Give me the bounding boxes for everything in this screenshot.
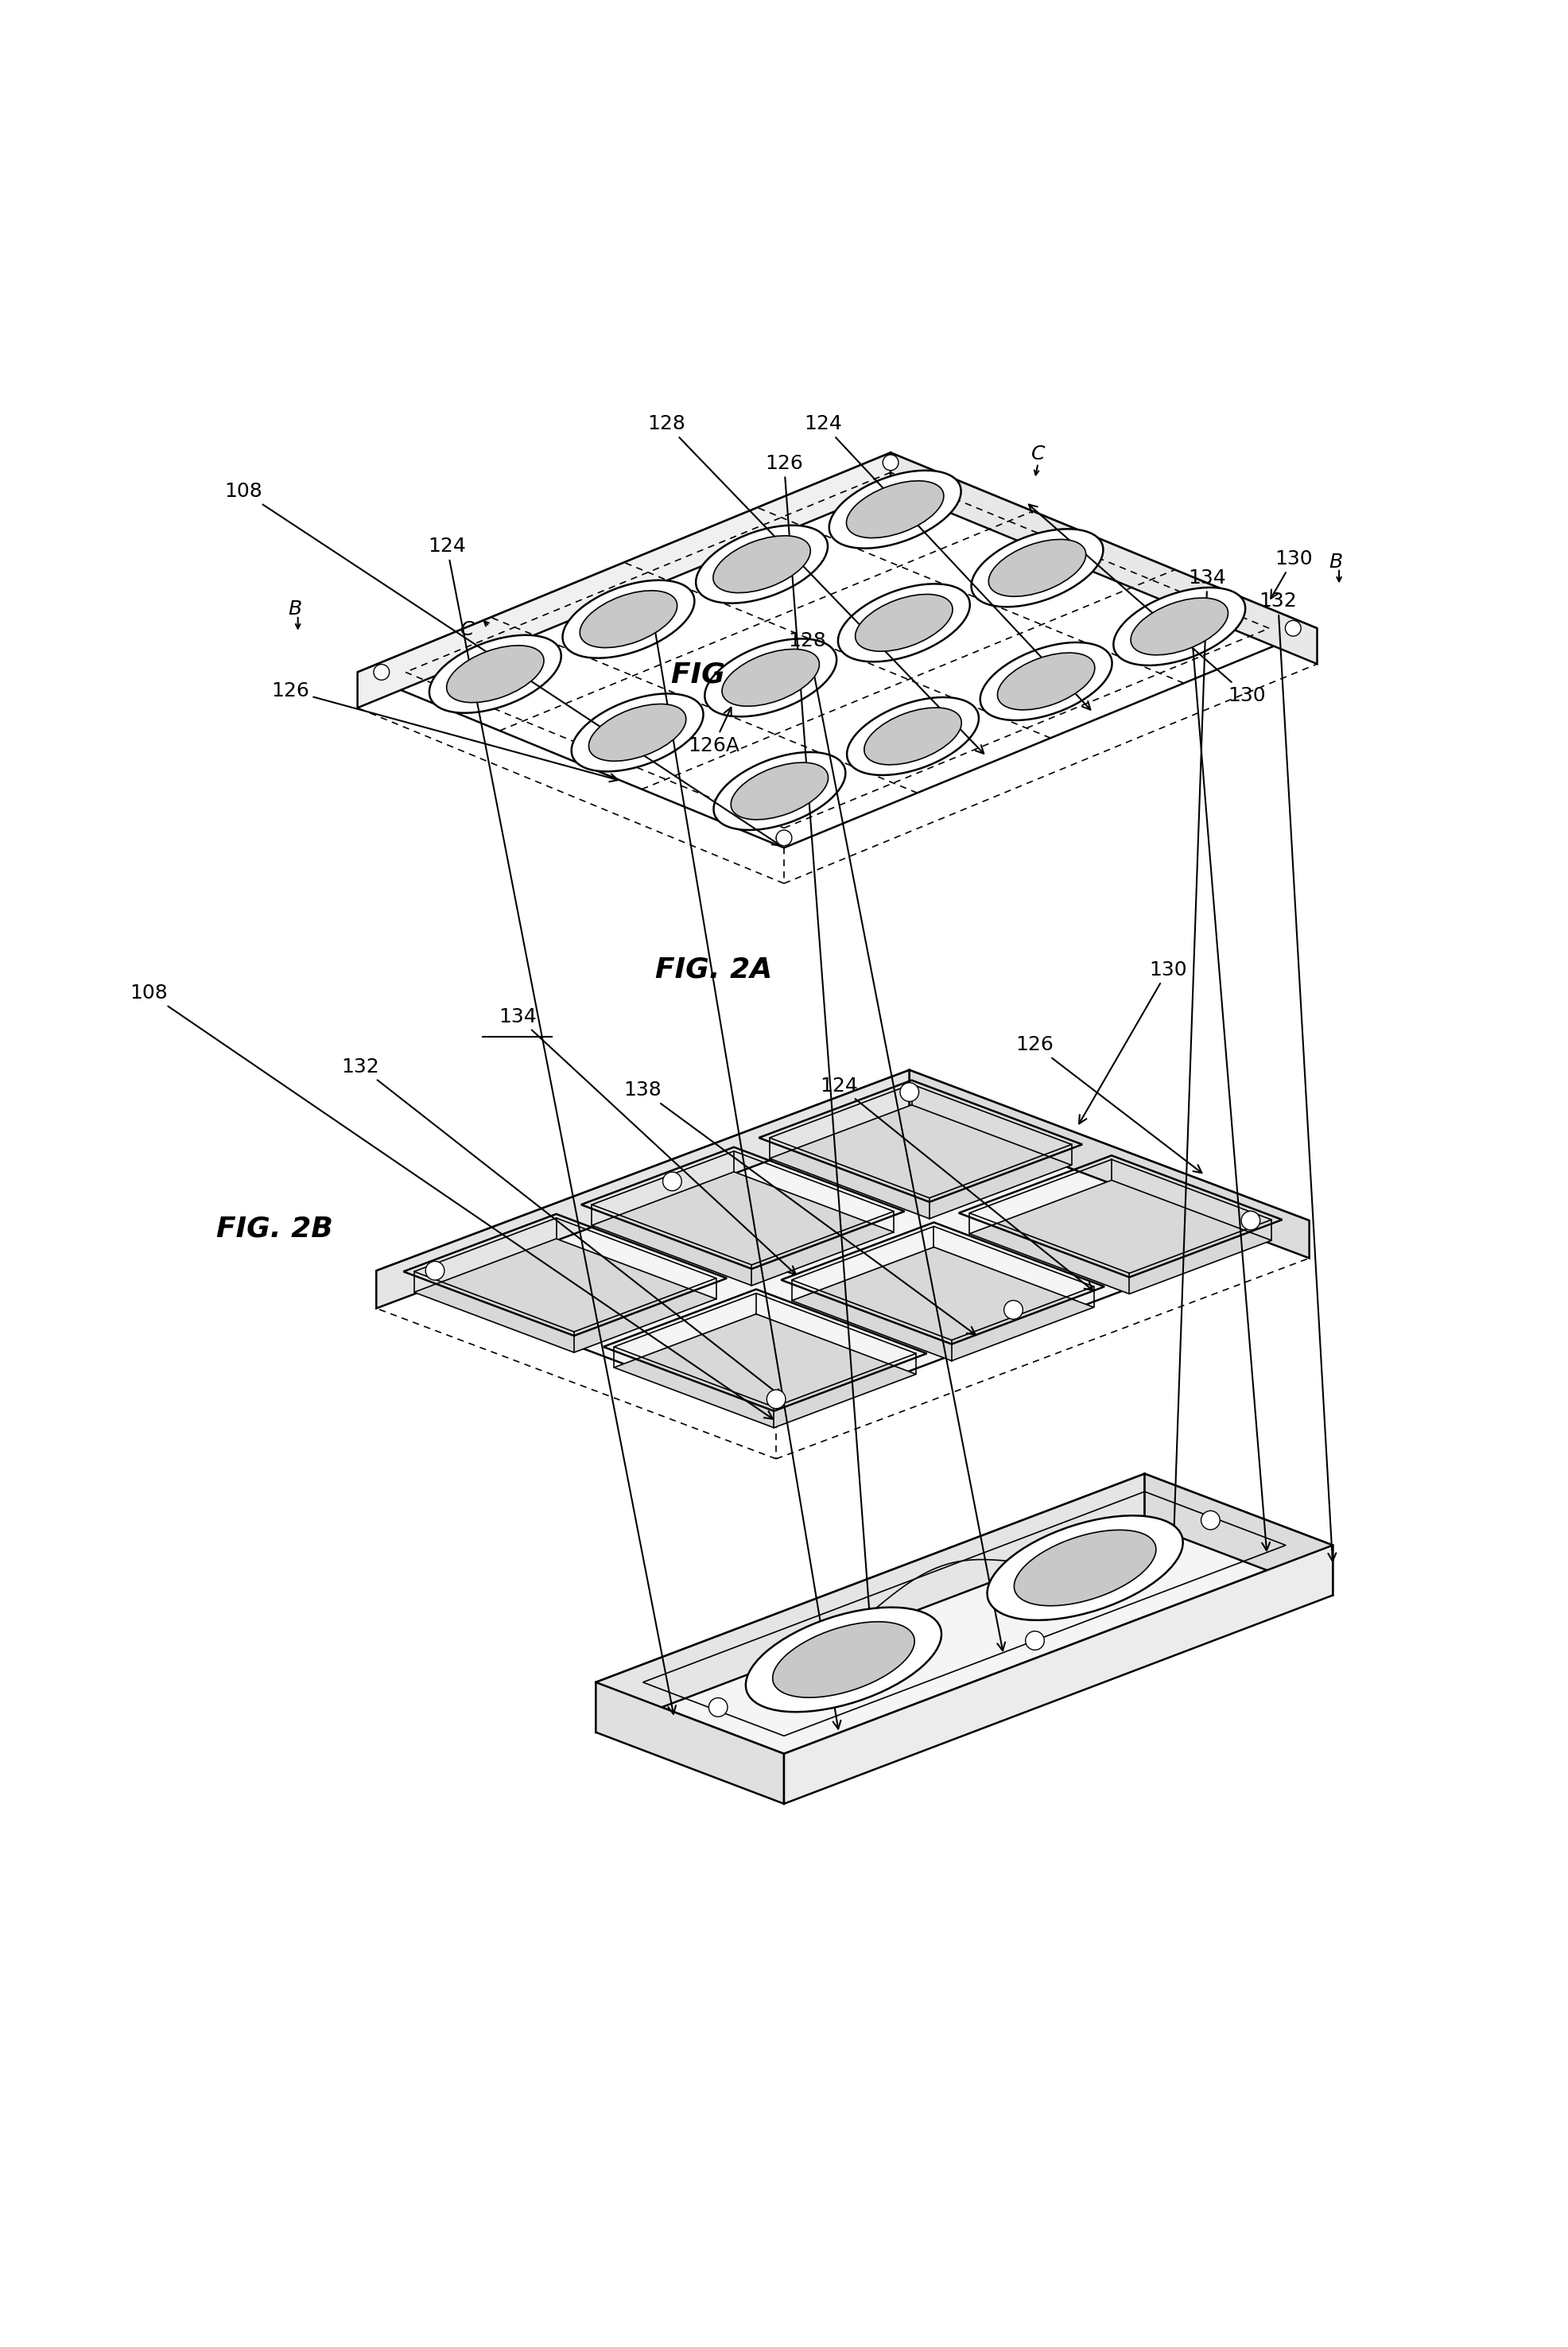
Ellipse shape	[713, 535, 811, 594]
Circle shape	[1201, 1511, 1220, 1530]
Circle shape	[373, 664, 389, 681]
Ellipse shape	[571, 695, 704, 772]
Text: B: B	[289, 598, 301, 620]
Text: 126: 126	[765, 453, 873, 1619]
Text: 126A: 126A	[688, 706, 739, 756]
Polygon shape	[596, 1683, 784, 1805]
Circle shape	[1004, 1300, 1022, 1319]
Ellipse shape	[773, 1622, 914, 1697]
Circle shape	[1242, 1211, 1261, 1230]
Text: 138: 138	[624, 1082, 975, 1335]
Ellipse shape	[847, 481, 944, 537]
Circle shape	[776, 831, 792, 845]
Ellipse shape	[580, 591, 677, 648]
Ellipse shape	[588, 704, 687, 760]
Polygon shape	[891, 453, 1317, 664]
Ellipse shape	[713, 751, 845, 831]
Ellipse shape	[847, 697, 978, 775]
Text: C: C	[461, 620, 474, 638]
Text: FIG. 2B: FIG. 2B	[216, 1216, 332, 1242]
Polygon shape	[376, 1070, 1309, 1422]
Ellipse shape	[997, 652, 1094, 709]
Polygon shape	[591, 1171, 894, 1286]
Ellipse shape	[721, 650, 820, 706]
Circle shape	[767, 1389, 786, 1408]
Polygon shape	[1145, 1474, 1333, 1596]
Text: 130: 130	[1029, 505, 1265, 704]
Ellipse shape	[746, 1608, 941, 1711]
Text: 130: 130	[1270, 549, 1312, 598]
Circle shape	[663, 1171, 682, 1190]
Circle shape	[1025, 1631, 1044, 1650]
Text: FIG. 2C: FIG. 2C	[671, 662, 787, 688]
Ellipse shape	[704, 638, 837, 716]
Ellipse shape	[971, 528, 1104, 608]
Circle shape	[883, 455, 898, 469]
Ellipse shape	[1131, 598, 1228, 655]
Text: FIG. 2A: FIG. 2A	[655, 955, 771, 983]
Ellipse shape	[1113, 587, 1245, 667]
Polygon shape	[909, 1070, 1309, 1258]
Polygon shape	[414, 1239, 717, 1352]
Ellipse shape	[988, 540, 1087, 596]
Text: 130: 130	[1079, 960, 1187, 1124]
Text: 108: 108	[632, 594, 840, 1730]
Text: 124: 124	[804, 415, 1090, 709]
Circle shape	[425, 1260, 444, 1279]
Text: 128: 128	[648, 415, 983, 753]
Ellipse shape	[855, 594, 953, 652]
Ellipse shape	[837, 584, 971, 662]
Circle shape	[900, 1082, 919, 1101]
Ellipse shape	[563, 580, 695, 657]
Polygon shape	[358, 453, 891, 709]
Polygon shape	[376, 1070, 909, 1307]
Text: 124: 124	[820, 1077, 1093, 1291]
Text: 126: 126	[1016, 1035, 1201, 1174]
Text: 132: 132	[1259, 591, 1336, 1561]
Ellipse shape	[1014, 1530, 1156, 1605]
Polygon shape	[596, 1474, 1145, 1732]
Text: 126: 126	[271, 681, 618, 782]
Ellipse shape	[829, 469, 961, 549]
Text: 132: 132	[342, 1058, 782, 1396]
Ellipse shape	[696, 526, 828, 603]
Text: B: B	[1330, 552, 1342, 573]
Text: 108: 108	[224, 481, 781, 845]
Text: 128: 128	[789, 631, 1005, 1650]
Polygon shape	[792, 1246, 1094, 1361]
Ellipse shape	[864, 709, 961, 765]
Ellipse shape	[988, 1516, 1182, 1619]
Text: 134: 134	[499, 1007, 797, 1274]
Text: 134: 134	[1170, 568, 1226, 1558]
Circle shape	[709, 1697, 728, 1716]
Ellipse shape	[980, 643, 1112, 721]
Ellipse shape	[430, 636, 561, 713]
Circle shape	[1286, 620, 1301, 636]
Polygon shape	[784, 1544, 1333, 1805]
Polygon shape	[770, 1105, 1071, 1218]
Text: 108: 108	[130, 983, 773, 1420]
Ellipse shape	[731, 763, 828, 819]
Polygon shape	[969, 1181, 1272, 1293]
Ellipse shape	[447, 645, 544, 702]
Text: 136: 136	[1173, 622, 1270, 1551]
Polygon shape	[596, 1474, 1333, 1753]
Text: C: C	[1032, 444, 1044, 462]
Polygon shape	[615, 1314, 916, 1427]
Text: 124: 124	[428, 537, 676, 1713]
